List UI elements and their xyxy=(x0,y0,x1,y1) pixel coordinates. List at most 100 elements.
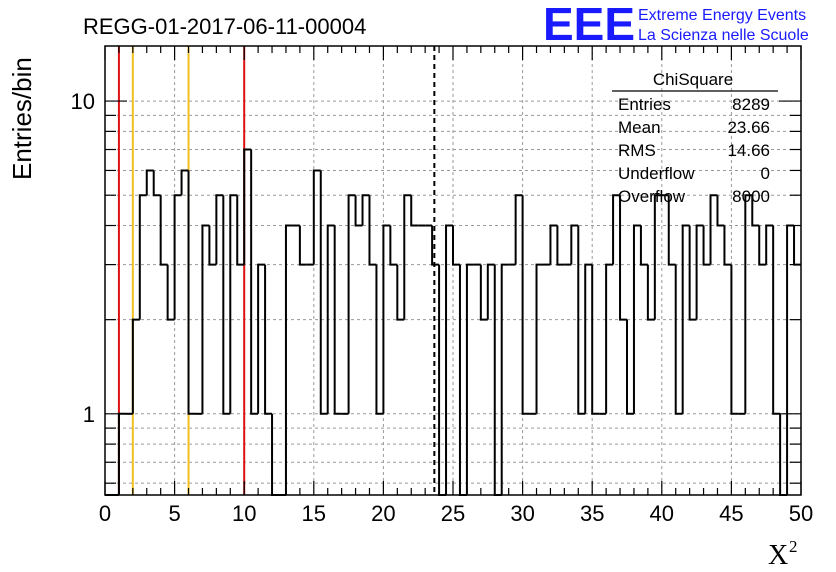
x-axis-label: X 2 xyxy=(768,537,798,571)
histogram-bin xyxy=(632,224,641,414)
x-tick-label: 10 xyxy=(232,501,256,526)
x-tick-label: 20 xyxy=(371,501,395,526)
histogram-bin xyxy=(326,224,335,414)
chart-title: REGG-01-2017-06-11-00004 xyxy=(83,14,366,39)
histogram-bin xyxy=(187,170,196,415)
histogram-bin xyxy=(347,194,356,414)
stats-label-entries: Entries xyxy=(618,95,671,114)
histogram-bin xyxy=(229,194,238,414)
stats-value-overflow: 8000 xyxy=(732,187,770,206)
histogram-bin xyxy=(333,225,342,415)
stats-label-rms: RMS xyxy=(618,141,656,160)
x-tick-label: 50 xyxy=(789,501,813,526)
histogram-bin xyxy=(138,194,147,320)
histogram-bin xyxy=(751,195,760,227)
eee-logo: EEE Extreme Energy Events La Scienza nel… xyxy=(543,0,809,50)
histogram-bin xyxy=(549,224,558,265)
histogram-bin xyxy=(243,148,252,265)
histogram-bin xyxy=(626,319,634,415)
y-axis-label: Entries/bin xyxy=(7,57,37,180)
stats-box: ChiSquare Entries 8289 Mean 23.66 RMS 14… xyxy=(612,70,778,206)
histogram-bin xyxy=(431,225,440,266)
histogram-bin xyxy=(605,263,614,414)
histogram-bin xyxy=(410,195,419,227)
histogram-bin xyxy=(131,318,140,414)
histogram-bin xyxy=(695,224,704,320)
y-tick-label: 10 xyxy=(71,89,95,114)
histogram-bin xyxy=(765,224,774,265)
histogram-bin xyxy=(319,170,328,415)
histogram-bin xyxy=(570,224,579,265)
x-tick-label: 35 xyxy=(580,501,604,526)
histogram-bin xyxy=(208,225,217,266)
histogram-bin xyxy=(250,149,259,415)
histogram-bin xyxy=(612,194,621,265)
stats-label-mean: Mean xyxy=(618,118,661,137)
histogram-bin xyxy=(375,264,384,415)
histogram-bin xyxy=(257,263,266,414)
histogram-bin xyxy=(723,225,732,266)
histogram-bin xyxy=(653,194,662,320)
stats-label-underflow: Underflow xyxy=(618,164,695,183)
histogram-bin xyxy=(486,263,495,320)
x-axis-label-superscript: 2 xyxy=(789,537,798,556)
histogram-bin xyxy=(166,264,175,321)
stats-value-mean: 23.66 xyxy=(727,118,770,137)
histogram-bin xyxy=(145,169,154,196)
histogram-bin xyxy=(382,224,391,414)
histogram-bin xyxy=(201,224,210,414)
histogram-bin xyxy=(688,225,697,321)
histogram-bin xyxy=(730,264,739,415)
stats-title: ChiSquare xyxy=(653,70,733,89)
histogram-bin xyxy=(215,194,224,265)
x-tick-label: 25 xyxy=(441,501,465,526)
x-tick-label: 45 xyxy=(719,501,743,526)
logo-line-1: Extreme Energy Events xyxy=(638,7,806,24)
histogram-bin xyxy=(368,195,377,266)
histogram-bin xyxy=(312,169,321,265)
histogram-bin xyxy=(361,194,370,226)
stats-label-overflow: Overflow xyxy=(618,187,686,206)
histogram-bin xyxy=(403,194,412,320)
histogram-bin xyxy=(284,224,293,495)
histogram-bin xyxy=(180,169,189,196)
x-tick-label: 30 xyxy=(510,501,534,526)
histogram-bin xyxy=(500,263,509,495)
tick-labels: 0 5 10 15 20 25 30 35 40 45 50 1 10 xyxy=(71,89,814,526)
histogram-bin xyxy=(222,195,231,415)
logo-main-text: EEE xyxy=(543,0,635,50)
histogram-bin xyxy=(758,225,767,266)
histogram-bin xyxy=(674,264,683,415)
histogram-bin xyxy=(681,224,690,414)
histogram-bin xyxy=(298,225,307,266)
x-tick-label: 5 xyxy=(168,501,180,526)
histogram-bin xyxy=(389,225,398,266)
histogram-bin xyxy=(479,264,488,321)
histogram-bin xyxy=(584,263,593,414)
histogram-bin xyxy=(236,195,245,266)
histogram-bin xyxy=(521,195,530,415)
histogram-bin xyxy=(744,194,753,414)
histogram-bin xyxy=(577,225,586,415)
stats-value-rms: 14.66 xyxy=(727,141,770,160)
x-axis-label-base: X xyxy=(768,540,788,571)
histogram-bin xyxy=(556,225,565,266)
histogram-bin xyxy=(639,225,648,266)
histogram-bin xyxy=(667,195,676,266)
x-tick-label: 40 xyxy=(650,501,674,526)
histogram-bin xyxy=(702,225,711,266)
histogram-bin xyxy=(591,264,600,415)
histogram-bin xyxy=(619,195,627,321)
x-tick-label: 15 xyxy=(302,501,326,526)
histogram-bin xyxy=(152,170,161,197)
histogram-bars xyxy=(105,148,801,496)
histogram-bin xyxy=(646,264,655,321)
histogram-bin xyxy=(709,194,718,265)
histogram-bin xyxy=(452,225,460,266)
stats-value-entries: 8289 xyxy=(732,95,770,114)
histogram-bin xyxy=(396,264,405,321)
logo-line-2: La Scienza nelle Scuole xyxy=(638,27,809,44)
y-tick-label: 1 xyxy=(83,402,95,427)
histogram-bin xyxy=(445,224,453,495)
